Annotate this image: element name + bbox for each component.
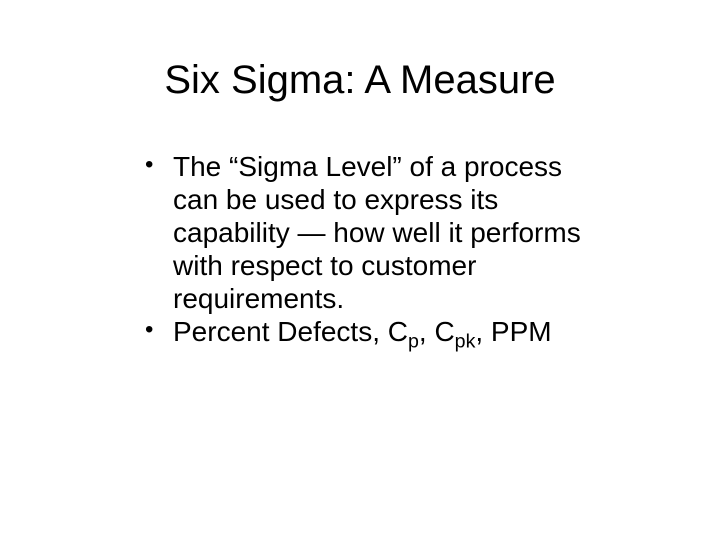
subscript: p bbox=[408, 331, 419, 353]
slide: Six Sigma: A Measure The “Sigma Level” o… bbox=[0, 0, 720, 540]
bullet-item: Percent Defects, Cp, Cpk, PPM bbox=[145, 315, 605, 348]
slide-title: Six Sigma: A Measure bbox=[0, 58, 720, 103]
bullet-text: The “Sigma Level” of a process can be us… bbox=[173, 151, 581, 314]
bullet-text-suffix: , PPM bbox=[475, 316, 551, 347]
slide-body: The “Sigma Level” of a process can be us… bbox=[145, 150, 605, 348]
bullet-text-prefix: Percent Defects, C bbox=[173, 316, 408, 347]
subscript: pk bbox=[455, 331, 476, 353]
bullet-list: The “Sigma Level” of a process can be us… bbox=[145, 150, 605, 348]
bullet-text-mid: , C bbox=[419, 316, 455, 347]
bullet-item: The “Sigma Level” of a process can be us… bbox=[145, 150, 605, 315]
